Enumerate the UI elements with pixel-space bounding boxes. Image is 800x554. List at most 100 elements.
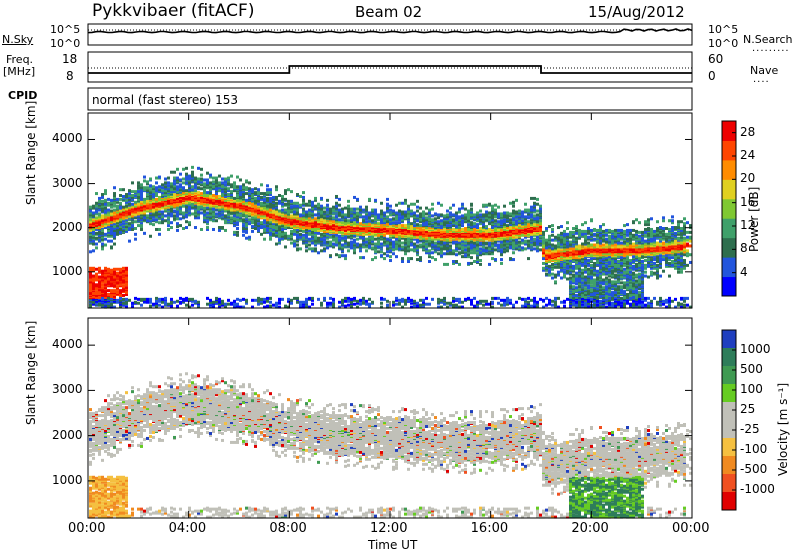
- power-cell: [350, 214, 353, 218]
- power-cell: [119, 220, 122, 224]
- power-cell: [491, 212, 494, 216]
- power-cell: [272, 208, 275, 212]
- power-cell: [497, 220, 500, 224]
- power-cell: [485, 210, 488, 214]
- power-cell: [107, 274, 110, 278]
- power-cell: [347, 212, 350, 216]
- power-cell: [467, 249, 470, 253]
- power-cell: [338, 220, 341, 224]
- power-data-cells: [89, 165, 692, 309]
- power-cell: [230, 195, 233, 199]
- power-cell: [245, 236, 248, 240]
- power-cell: [410, 212, 413, 216]
- power-cell: [269, 304, 272, 308]
- power-cell: [92, 268, 95, 272]
- power-cell: [161, 210, 164, 214]
- power-cell: [311, 302, 314, 306]
- power-cell: [164, 181, 167, 185]
- power-cell: [422, 304, 425, 308]
- power-cell: [371, 211, 374, 215]
- power-cell: [152, 190, 155, 194]
- power-cell: [158, 217, 161, 221]
- power-cell: [491, 305, 494, 309]
- power-cell: [143, 186, 146, 190]
- power-cell: [350, 299, 353, 303]
- power-cell: [317, 213, 320, 217]
- power-cell: [317, 230, 320, 234]
- power-cell: [503, 302, 506, 306]
- power-cell: [137, 301, 140, 305]
- power-cell: [398, 301, 401, 305]
- power-cell: [206, 220, 209, 224]
- power-cell: [476, 231, 479, 235]
- power-cell: [233, 224, 236, 228]
- power-cell: [500, 261, 503, 265]
- power-cell: [254, 205, 257, 209]
- power-cell: [245, 188, 248, 192]
- power-cell: [326, 301, 329, 305]
- power-cell: [416, 244, 419, 248]
- power-cell: [203, 206, 206, 210]
- power-cell: [104, 272, 107, 276]
- power-cell: [407, 298, 410, 302]
- power-cell: [392, 243, 395, 247]
- power-cell: [500, 253, 503, 257]
- power-cell: [380, 296, 383, 300]
- power-cell: [128, 195, 131, 199]
- power-cell: [206, 171, 209, 175]
- power-cell: [515, 222, 518, 226]
- power-cell: [116, 285, 119, 289]
- power-cell: [107, 289, 110, 293]
- power-cell: [155, 218, 158, 222]
- power-cell: [323, 247, 326, 251]
- power-cell: [167, 215, 170, 219]
- power-cell: [116, 271, 119, 275]
- power-cell: [362, 301, 365, 305]
- power-cell: [107, 197, 110, 201]
- power-cell: [344, 239, 347, 243]
- power-cell: [170, 190, 173, 194]
- power-cell: [359, 243, 362, 247]
- power-cell: [131, 195, 134, 199]
- power-cell: [467, 209, 470, 213]
- power-cell: [143, 175, 146, 179]
- power-cell: [293, 212, 296, 216]
- power-cell: [437, 241, 440, 245]
- power-cell: [116, 204, 119, 208]
- power-cell: [179, 172, 182, 176]
- power-cell: [425, 221, 428, 225]
- power-cell: [452, 227, 455, 231]
- power-cell: [476, 300, 479, 304]
- power-cell: [176, 178, 179, 182]
- power-cell: [224, 214, 227, 218]
- power-cell: [95, 242, 98, 246]
- power-cell: [143, 179, 146, 183]
- power-cell: [266, 299, 269, 303]
- power-cell: [161, 300, 164, 304]
- power-cell: [287, 211, 290, 215]
- power-cell: [95, 301, 98, 305]
- power-cell: [509, 237, 512, 241]
- power-cell: [263, 220, 266, 224]
- power-cell: [113, 186, 116, 190]
- power-cell: [329, 209, 332, 213]
- power-cell: [356, 301, 359, 305]
- power-cell: [275, 207, 278, 211]
- power-cell: [242, 199, 245, 203]
- power-cell: [128, 239, 131, 243]
- power-cell: [365, 208, 368, 212]
- power-cell: [449, 244, 452, 248]
- power-cell: [122, 301, 125, 305]
- power-cell: [464, 297, 467, 301]
- power-cell: [167, 221, 170, 225]
- power-cell: [437, 222, 440, 226]
- power-cell: [320, 232, 323, 236]
- power-cell: [485, 252, 488, 256]
- power-cell: [200, 205, 203, 209]
- power-cell: [212, 194, 215, 197]
- power-cell: [443, 245, 446, 249]
- power-cell: [491, 244, 494, 248]
- power-cell: [317, 251, 320, 255]
- power-cell: [317, 216, 320, 220]
- power-cell: [401, 245, 404, 249]
